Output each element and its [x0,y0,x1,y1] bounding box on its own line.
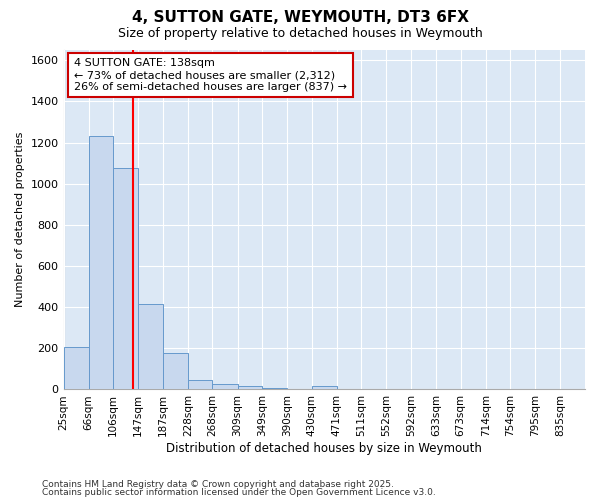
Bar [64,348,89,390]
Bar [163,354,188,390]
Bar [89,136,113,390]
Bar [212,384,238,390]
X-axis label: Distribution of detached houses by size in Weymouth: Distribution of detached houses by size … [166,442,482,455]
Bar [188,380,212,390]
Text: Contains public sector information licensed under the Open Government Licence v3: Contains public sector information licen… [42,488,436,497]
Y-axis label: Number of detached properties: Number of detached properties [15,132,25,308]
Text: 4 SUTTON GATE: 138sqm
← 73% of detached houses are smaller (2,312)
26% of semi-d: 4 SUTTON GATE: 138sqm ← 73% of detached … [74,58,347,92]
Text: 4, SUTTON GATE, WEYMOUTH, DT3 6FX: 4, SUTTON GATE, WEYMOUTH, DT3 6FX [131,10,469,25]
Text: Size of property relative to detached houses in Weymouth: Size of property relative to detached ho… [118,28,482,40]
Bar [238,386,262,390]
Bar [138,304,163,390]
Bar [262,388,287,390]
Bar [312,386,337,390]
Bar [113,168,138,390]
Text: Contains HM Land Registry data © Crown copyright and database right 2025.: Contains HM Land Registry data © Crown c… [42,480,394,489]
